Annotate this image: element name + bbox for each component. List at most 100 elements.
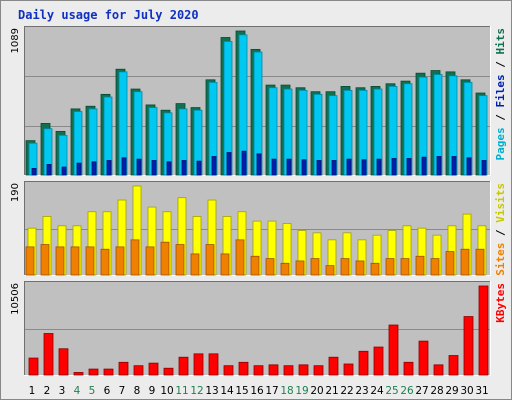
x-tick-label-day-9: 9 (149, 385, 156, 397)
bar-kbytes-day-18 (283, 365, 294, 376)
x-tick-label-day-21: 21 (325, 385, 338, 397)
x-tick-label-day-4: 4 (74, 385, 81, 397)
bar-sites-day-11 (175, 244, 185, 276)
bar-kbytes-day-7 (118, 361, 129, 376)
bar-sites-day-23 (355, 260, 365, 276)
bar-kbytes-day-17 (268, 364, 279, 376)
bar-sites-day-7 (115, 246, 125, 276)
bar-pages-day-14 (226, 152, 232, 176)
bar-pages-day-25 (391, 158, 397, 176)
bar-sites-day-20 (310, 258, 320, 276)
bar-kbytes-day-2 (43, 333, 54, 376)
x-tick-label-day-31: 31 (475, 385, 488, 397)
x-tick-label-day-25: 25 (385, 385, 398, 397)
x-tick-label-day-6: 6 (104, 385, 111, 397)
panel-3: 10506 KBytes (10, 281, 507, 376)
bar-kbytes-day-14 (223, 365, 234, 376)
bar-kbytes-day-27 (418, 340, 429, 376)
bar-kbytes-day-13 (208, 353, 219, 376)
bar-kbytes-day-5 (88, 368, 99, 376)
x-axis-labels: 1 2 3 4 5 6 7 8 9 10 11 12 13 14 15 16 17 18 19 20 21 22 23 24 2… (29, 385, 489, 397)
bar-sites-day-24 (370, 262, 380, 276)
x-tick-label-day-1: 1 (29, 385, 36, 397)
bar-sites-day-14 (220, 253, 230, 276)
bar-pages-day-20 (316, 160, 322, 176)
x-tick-label-day-28: 28 (430, 385, 443, 397)
bar-sites-day-6 (100, 248, 110, 276)
right-label-kbytes: KBytes (494, 283, 507, 323)
bar-kbytes-day-4 (73, 372, 84, 376)
bar-sites-day-19 (295, 260, 305, 276)
bar-kbytes-day-24 (373, 346, 384, 376)
bar-sites-day-15 (235, 239, 245, 276)
bar-pages-day-15 (241, 150, 247, 176)
bar-sites-day-29 (445, 251, 455, 276)
bar-pages-day-5 (91, 161, 97, 176)
bar-kbytes-day-15 (238, 361, 249, 376)
bar-pages-day-29 (451, 156, 457, 176)
x-tick-label-day-19: 19 (295, 385, 308, 397)
bar-sites-day-5 (85, 246, 95, 276)
bar-pages-day-19 (301, 159, 307, 176)
chart-title: Daily usage for July 2020 (18, 8, 199, 22)
bar-pages-day-27 (421, 156, 427, 176)
bar-sites-day-21 (325, 265, 335, 276)
bar-sites-day-4 (70, 246, 80, 276)
bar-sites-day-1 (25, 246, 35, 276)
bar-sites-day-8 (130, 239, 140, 276)
y-max-label: 10506 (10, 283, 21, 315)
x-tick-label-day-30: 30 (460, 385, 473, 397)
bar-sites-day-16 (250, 255, 260, 276)
bar-kbytes-day-1 (28, 357, 39, 376)
bar-pages-day-7 (121, 157, 127, 176)
bar-pages-day-28 (436, 156, 442, 176)
bar-kbytes-day-31 (478, 285, 489, 376)
bar-pages-day-13 (211, 156, 217, 176)
bar-kbytes-day-16 (253, 365, 264, 376)
x-tick-label-day-15: 15 (235, 385, 248, 397)
bar-kbytes-day-11 (178, 356, 189, 376)
bar-kbytes-day-8 (133, 365, 144, 376)
bar-pages-day-8 (136, 158, 142, 176)
bar-kbytes-day-12 (193, 353, 204, 376)
x-tick-label-day-20: 20 (310, 385, 323, 397)
bar-pages-day-17 (271, 158, 277, 176)
x-tick-label-day-22: 22 (340, 385, 353, 397)
x-tick-label-day-5: 5 (89, 385, 96, 397)
y-max-label: 190 (10, 183, 21, 202)
x-tick-label-day-13: 13 (205, 385, 218, 397)
panel-2: 190 Sites / Visits (10, 181, 507, 276)
x-tick-label-day-8: 8 (134, 385, 141, 397)
bar-sites-day-18 (280, 262, 290, 276)
right-label-pages: Pages (494, 127, 507, 160)
bar-kbytes-day-23 (358, 350, 369, 376)
bar-kbytes-day-29 (448, 355, 459, 376)
bar-pages-day-30 (466, 157, 472, 176)
bar-pages-day-2 (46, 164, 52, 176)
x-tick-label-day-2: 2 (44, 385, 51, 397)
bar-sites-day-13 (205, 244, 215, 276)
bar-sites-day-10 (160, 241, 170, 276)
right-label-separator: / (494, 55, 507, 75)
x-tick-label-day-12: 12 (190, 385, 203, 397)
bar-pages-day-22 (346, 158, 352, 176)
bar-sites-day-28 (430, 258, 440, 276)
x-tick-label-day-29: 29 (445, 385, 458, 397)
bar-pages-day-1 (31, 167, 37, 176)
x-tick-label-day-27: 27 (415, 385, 428, 397)
x-tick-label-day-16: 16 (250, 385, 264, 397)
x-tick-label-day-3: 3 (59, 385, 66, 397)
bar-pages-day-4 (76, 162, 82, 176)
x-tick-label-day-24: 24 (370, 385, 384, 397)
bar-sites-day-2 (40, 244, 50, 276)
right-label-files: Files (494, 74, 507, 107)
bar-kbytes-day-26 (403, 361, 414, 376)
bar-sites-day-30 (460, 248, 470, 276)
right-series-label: KBytes (494, 283, 507, 323)
bar-kbytes-day-20 (313, 365, 324, 376)
bar-sites-day-26 (400, 258, 410, 276)
bar-kbytes-day-25 (388, 324, 399, 376)
x-tick-label-day-14: 14 (220, 385, 234, 397)
bar-kbytes-day-19 (298, 364, 309, 376)
